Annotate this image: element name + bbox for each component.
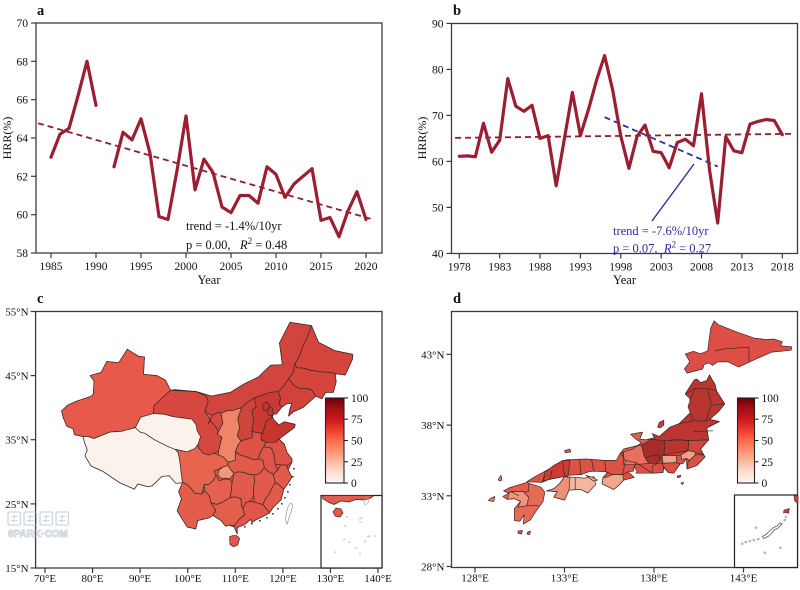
svg-text:1995: 1995 (130, 261, 153, 273)
svg-text:55°N: 55°N (5, 307, 28, 319)
svg-text:1998: 1998 (609, 262, 632, 274)
svg-text:33°N: 33°N (421, 491, 444, 503)
svg-text:40: 40 (432, 248, 444, 260)
svg-text:100°E: 100°E (174, 573, 202, 585)
svg-text:60: 60 (17, 210, 29, 222)
svg-text:28°N: 28°N (421, 562, 444, 574)
svg-text:35°N: 35°N (5, 435, 28, 447)
svg-text:25°N: 25°N (5, 499, 28, 511)
svg-text:90: 90 (432, 18, 444, 30)
svg-text:1990: 1990 (85, 261, 108, 273)
svg-text:38°N: 38°N (421, 420, 444, 432)
svg-text:1993: 1993 (569, 262, 592, 274)
svg-text:Year: Year (197, 273, 221, 287)
svg-text:p = 0.07, R2 = 0.27: p = 0.07, R2 = 0.27 (613, 240, 711, 256)
svg-text:143°E: 143°E (730, 573, 758, 585)
svg-text:60: 60 (432, 156, 444, 168)
svg-text:140°E: 140°E (364, 573, 392, 585)
svg-text:90°E: 90°E (129, 573, 151, 585)
svg-text:43°N: 43°N (421, 349, 444, 361)
svg-text:64: 64 (17, 133, 29, 145)
svg-text:b: b (453, 3, 461, 19)
svg-text:2008: 2008 (690, 262, 713, 274)
svg-text:75: 75 (762, 414, 774, 426)
svg-text:1985: 1985 (40, 261, 63, 273)
svg-text:70°E: 70°E (34, 573, 56, 585)
svg-text:0: 0 (351, 478, 357, 490)
svg-text:130°E: 130°E (317, 573, 345, 585)
svg-text:2018: 2018 (771, 262, 794, 274)
svg-text:HRR(%): HRR(%) (415, 117, 429, 160)
svg-text:66: 66 (17, 95, 29, 107)
svg-text:75: 75 (351, 414, 363, 426)
svg-text:6PARK·COM: 6PARK·COM (8, 529, 68, 540)
svg-text:HRR(%): HRR(%) (0, 117, 14, 160)
svg-text:120°E: 120°E (269, 573, 297, 585)
svg-text:138°E: 138°E (640, 573, 668, 585)
svg-text:2000: 2000 (175, 261, 198, 273)
svg-text:2015: 2015 (310, 261, 333, 273)
svg-text:2003: 2003 (650, 262, 673, 274)
svg-text:a: a (37, 3, 45, 19)
svg-text:45°N: 45°N (5, 371, 28, 383)
svg-text:50: 50 (432, 202, 444, 214)
svg-text:2005: 2005 (220, 261, 243, 273)
svg-text:50: 50 (762, 436, 774, 448)
svg-text:110°E: 110°E (222, 573, 249, 585)
svg-text:128°E: 128°E (461, 573, 489, 585)
svg-text:25: 25 (762, 457, 774, 469)
svg-text:80°E: 80°E (82, 573, 104, 585)
svg-text:50: 50 (351, 436, 363, 448)
svg-text:100: 100 (351, 393, 369, 405)
svg-text:100: 100 (762, 393, 780, 405)
svg-text:68: 68 (17, 56, 29, 68)
svg-text:2010: 2010 (265, 261, 288, 273)
svg-text:trend = -1.4%/10yr: trend = -1.4%/10yr (186, 219, 282, 233)
svg-text:d: d (453, 291, 461, 307)
svg-text:70: 70 (17, 18, 29, 30)
svg-text:15°N: 15°N (5, 563, 28, 575)
svg-text:2020: 2020 (355, 261, 378, 273)
svg-text:80: 80 (432, 64, 444, 76)
svg-text:70: 70 (432, 110, 444, 122)
svg-text:c: c (37, 291, 44, 307)
svg-text:2013: 2013 (730, 262, 753, 274)
svg-text:trend = -7.6%/10yr: trend = -7.6%/10yr (613, 224, 709, 238)
svg-text:1978: 1978 (448, 262, 471, 274)
svg-text:1983: 1983 (488, 262, 511, 274)
svg-text:p = 0.00, R2 = 0.48: p = 0.00, R2 = 0.48 (186, 236, 287, 252)
svg-text:58: 58 (17, 248, 29, 260)
svg-text:0: 0 (762, 478, 768, 490)
svg-text:133°E: 133°E (551, 573, 579, 585)
svg-text:1988: 1988 (529, 262, 552, 274)
svg-text:62: 62 (17, 171, 29, 183)
svg-text:25: 25 (351, 457, 363, 469)
svg-text:Year: Year (613, 273, 637, 287)
